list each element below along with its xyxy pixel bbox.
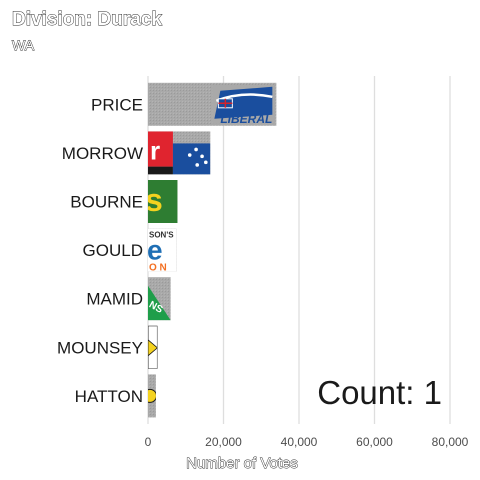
bars: LIBERAL rs SON'SeO N NS bbox=[145, 82, 277, 418]
logo-subtext: SON'S bbox=[149, 231, 174, 240]
category-labels: PRICE MORROW BOURNE GOULD MAMID MOUNSEY HATTON bbox=[57, 95, 143, 406]
category-label: MOUNSEY bbox=[57, 338, 143, 357]
category-label: MORROW bbox=[62, 144, 143, 163]
logo-text: NS bbox=[147, 299, 165, 315]
liberal-party-logo: LIBERAL bbox=[212, 84, 275, 126]
star-icon bbox=[187, 153, 192, 157]
logo-text: r bbox=[150, 135, 160, 165]
nationals-party-logo: NS bbox=[147, 285, 171, 321]
logo-text: LIBERAL bbox=[220, 112, 272, 126]
x-tick-label: 80,000 bbox=[432, 435, 469, 449]
category-label: MAMID bbox=[86, 290, 143, 309]
star-icon bbox=[200, 154, 204, 159]
category-label: HATTON bbox=[75, 387, 143, 406]
logo-subtext: O N bbox=[149, 263, 167, 274]
logo-text: s bbox=[145, 182, 163, 218]
chart-subtitle: WA bbox=[12, 37, 35, 53]
count-annotation: Count: 1 bbox=[317, 374, 442, 411]
x-tick-label: 60,000 bbox=[356, 435, 393, 449]
star-icon bbox=[195, 163, 200, 167]
greens-party-logo: s bbox=[145, 180, 178, 223]
x-tick-label: 0 bbox=[145, 435, 152, 449]
minor-party-logo bbox=[148, 325, 158, 369]
star-icon bbox=[194, 147, 198, 152]
logo-text: e bbox=[147, 235, 163, 266]
x-axis-label: Number of Votes bbox=[186, 455, 298, 472]
x-tick-label: 40,000 bbox=[281, 435, 318, 449]
category-label: BOURNE bbox=[70, 193, 143, 212]
x-tick-label: 20,000 bbox=[205, 435, 242, 449]
category-label: PRICE bbox=[91, 95, 143, 114]
star-icon bbox=[204, 160, 208, 165]
hanson-party-logo: SON'SeO N bbox=[147, 228, 177, 274]
category-label: GOULD bbox=[83, 241, 143, 260]
uap-party-logo bbox=[148, 388, 156, 403]
labor-party-logo: r bbox=[148, 131, 211, 175]
chart-title: Division: Durack bbox=[12, 9, 162, 30]
x-tick-labels: 0 20,000 40,000 60,000 80,000 bbox=[145, 435, 469, 449]
grid-lines bbox=[147, 76, 451, 424]
